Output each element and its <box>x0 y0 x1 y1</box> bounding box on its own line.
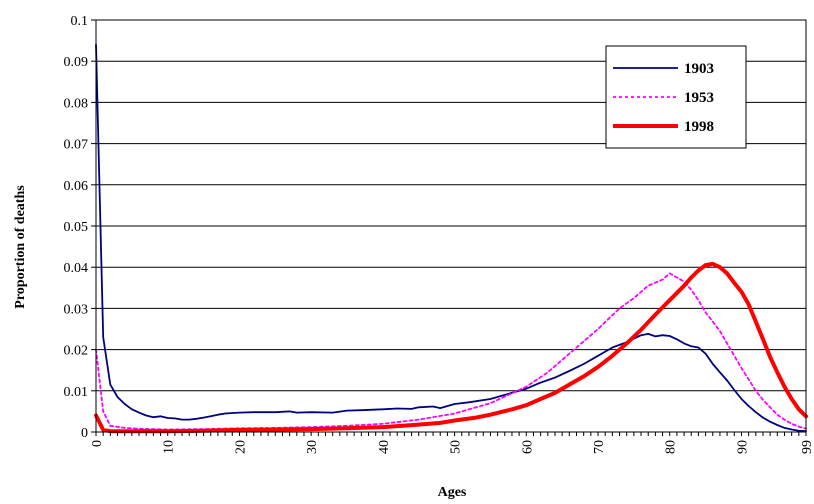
y-axis-ticks: 0 0.01 0.02 0.03 0.04 0.05 0.06 0.07 0.08 0.09 0.1 <box>64 14 96 441</box>
legend: 1903 1953 1998 <box>605 45 747 149</box>
y-tick-label: 0.07 <box>64 138 89 153</box>
y-tick-label: 0.05 <box>64 220 89 235</box>
y-tick-label: 0.01 <box>64 385 89 400</box>
x-tick-label: 90 <box>735 440 750 454</box>
y-tick-label: 0.1 <box>71 14 89 29</box>
y-axis-title: Proportion of deaths <box>13 185 28 309</box>
legend-label-1998: 1998 <box>684 119 714 135</box>
series-line-1903 <box>95 43 807 433</box>
x-tick-label: 40 <box>377 440 392 454</box>
legend-label-1903: 1903 <box>684 61 714 77</box>
x-tick-label: 20 <box>233 440 248 454</box>
x-tick-label: 10 <box>162 440 177 454</box>
x-axis-title: Ages <box>438 485 467 500</box>
y-tick-label: 0 <box>81 426 88 441</box>
y-tick-label: 0.04 <box>64 261 89 276</box>
x-tick-label: 60 <box>520 440 535 454</box>
series-layer <box>94 43 808 434</box>
x-axis-ticks: 0 10 20 30 40 50 60 70 80 90 99 <box>90 432 814 454</box>
x-tick-label: 50 <box>449 440 464 454</box>
x-tick-label: 99 <box>800 440 814 454</box>
y-tick-label: 0.06 <box>64 179 89 194</box>
y-tick-label: 0.02 <box>64 344 89 359</box>
x-tick-label: 0 <box>90 440 105 447</box>
series-line-1998 <box>94 261 808 434</box>
x-tick-label: 30 <box>305 440 320 454</box>
y-tick-label: 0.08 <box>64 96 89 111</box>
x-tick-label: 70 <box>592 440 607 454</box>
y-tick-label: 0.03 <box>64 302 89 317</box>
x-tick-label: 80 <box>664 440 679 454</box>
y-tick-label: 0.09 <box>64 55 89 70</box>
legend-label-1953: 1953 <box>684 90 714 106</box>
